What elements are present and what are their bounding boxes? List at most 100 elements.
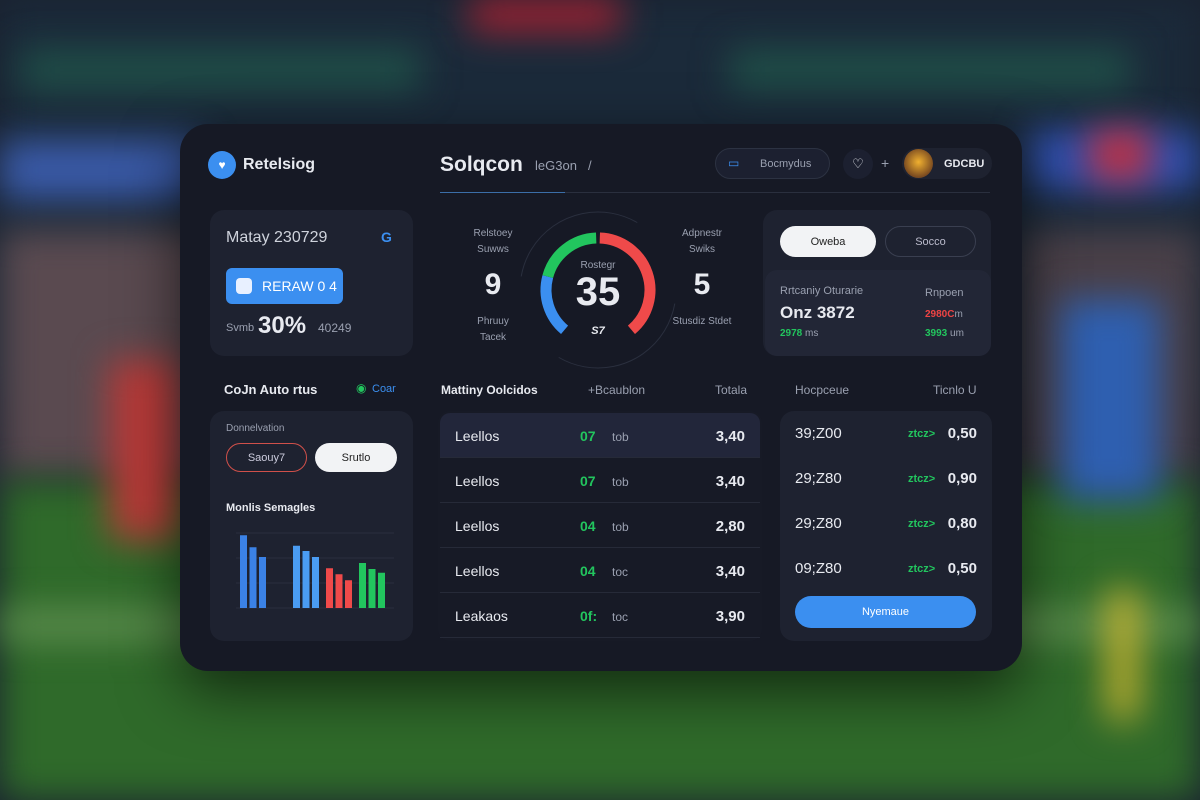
stat-sub-unit: ms <box>805 328 819 339</box>
score-gauge <box>519 211 677 369</box>
gauge-arc-red <box>599 232 656 335</box>
account-action-label: RERAW 0 4 <box>262 278 337 294</box>
user-name: GDCBU <box>944 158 985 170</box>
odds-value: 39;Z00 <box>795 425 842 442</box>
trend-label: ztcz> <box>908 518 936 530</box>
table-header-code: +Bcaublon <box>588 383 646 397</box>
stat-label: Rrtcaniy Oturarie <box>780 285 864 297</box>
table-row[interactable]: Leellos 04 toc 3,40 <box>440 548 760 593</box>
odds-row[interactable]: 29;Z80 ztcz> 0,80 <box>795 515 977 535</box>
table-row[interactable]: Leakaos 0f: toc 3,90 <box>440 593 760 638</box>
header-divider <box>440 192 990 193</box>
chart-bar <box>302 551 310 608</box>
section-link[interactable]: Coar <box>372 383 396 395</box>
wallet-icon <box>236 278 252 294</box>
side-red-unit: m <box>954 309 963 320</box>
gauge-value: 35 <box>575 270 621 314</box>
row-name: Leellos <box>455 473 500 489</box>
stat-sub: 2978 ms <box>780 328 818 339</box>
odds-value: 09;Z80 <box>795 560 842 577</box>
account-prefix: Svmb <box>226 322 255 334</box>
filter-pill-left[interactable]: Saouy7 <box>226 443 307 472</box>
plus-icon[interactable]: + <box>881 155 890 171</box>
table-header-total: Totala <box>715 383 748 397</box>
table-header-name: Mattiny Oolcidos <box>441 383 538 397</box>
row-name: Leellos <box>455 563 500 579</box>
chart-title: Monlis Semagles <box>226 502 316 514</box>
row-code: 04 <box>580 518 596 534</box>
odds-row[interactable]: 09;Z80 ztcz> 0,50 <box>795 560 977 580</box>
table-row[interactable]: Leellos 07 tob 3,40 <box>440 413 760 458</box>
chart-bar <box>312 557 319 608</box>
left-stat-label-top: Relstoey Suwws <box>473 228 513 255</box>
chart-bar <box>345 580 352 608</box>
gauge-outer-ring <box>519 211 677 369</box>
right-stat-value: 5 <box>693 268 711 301</box>
odds-row[interactable]: 39;Z00 ztcz> 0,50 <box>795 425 977 445</box>
odds-odd: 0,90 <box>947 470 977 487</box>
odds-odd: 0,50 <box>947 560 977 577</box>
right-stat-label-top: Adpnestr Swiks <box>681 228 723 255</box>
account-suffix: 40249 <box>318 321 352 335</box>
row-unit: toc <box>612 565 629 579</box>
row-total: 3,40 <box>715 563 745 580</box>
breadcrumb-separator: / <box>588 158 592 173</box>
refresh-icon[interactable]: G <box>381 229 392 245</box>
table-row[interactable]: Leellos 07 tob 3,40 <box>440 458 760 503</box>
chat-icon: ▭ <box>728 156 740 170</box>
side-green-value: 3993 <box>925 328 948 339</box>
trend-label: ztcz> <box>908 473 936 485</box>
trend-label: ztcz> <box>908 428 936 440</box>
row-name: Leellos <box>455 428 500 444</box>
row-unit: tob <box>612 475 629 489</box>
left-stat-label-bottom: Phruuy Tacek <box>477 316 509 343</box>
brand-logo-icon: ♥ <box>208 151 236 179</box>
odds-action-button[interactable]: Nyemaue <box>795 596 976 628</box>
chart-bar <box>335 574 343 608</box>
stat-card <box>765 270 991 356</box>
row-total: 3,40 <box>715 428 745 445</box>
toggle-active[interactable]: Oweba <box>780 226 876 257</box>
search-button[interactable]: ▭ Bocmydus <box>715 148 830 179</box>
row-code: 04 <box>580 563 596 579</box>
avatar <box>904 149 933 178</box>
side-red: 2980Cm <box>925 309 963 320</box>
shield-icon: ♡ <box>852 156 864 171</box>
row-total: 2,80 <box>715 518 745 535</box>
gauge-arc-green <box>542 232 597 279</box>
odds-odd: 0,50 <box>947 425 977 442</box>
account-title: Matay 230729 <box>226 229 328 246</box>
gauge-label: Rostegr <box>580 260 616 271</box>
side-label: Rnpoen <box>925 287 964 299</box>
account-percent: 30% <box>258 312 307 339</box>
row-unit: tob <box>612 520 629 534</box>
row-code: 07 <box>580 428 596 444</box>
filter-pill-right[interactable]: Srutlo <box>315 443 397 472</box>
odds-row[interactable]: 29;Z80 ztcz> 0,90 <box>795 470 977 490</box>
chart-bar <box>240 535 247 608</box>
row-code: 0f: <box>580 608 598 624</box>
odds-value: 29;Z80 <box>795 470 842 487</box>
section-icon: ◉ <box>356 381 367 395</box>
stat-sub-value: 2978 <box>780 328 803 339</box>
page-subtitle[interactable]: leG3on <box>535 158 577 173</box>
chart-bar <box>259 557 266 608</box>
gauge-arc-blue <box>540 275 569 335</box>
side-red-value: 2980C <box>925 309 955 320</box>
account-action-button[interactable]: RERAW 0 4 <box>226 268 343 304</box>
stat-value: Onz 3872 <box>780 303 855 322</box>
shield-button[interactable]: ♡ <box>843 149 873 179</box>
row-name: Leakaos <box>455 608 508 624</box>
row-total: 3,90 <box>715 608 745 625</box>
chart-bar <box>249 547 257 608</box>
odds-value: 29;Z80 <box>795 515 842 532</box>
row-unit: toc <box>612 610 629 624</box>
chart-bar <box>368 569 376 608</box>
side-green: 3993 um <box>925 328 964 339</box>
right-stat-label-bottom: Stusdiz Stdet <box>672 316 732 327</box>
user-menu[interactable]: GDCBU <box>902 148 992 179</box>
toggle-inactive[interactable]: Socco <box>885 226 976 257</box>
row-unit: tob <box>612 430 629 444</box>
table-row[interactable]: Leellos 04 tob 2,80 <box>440 503 760 548</box>
chart-bar <box>359 563 366 608</box>
